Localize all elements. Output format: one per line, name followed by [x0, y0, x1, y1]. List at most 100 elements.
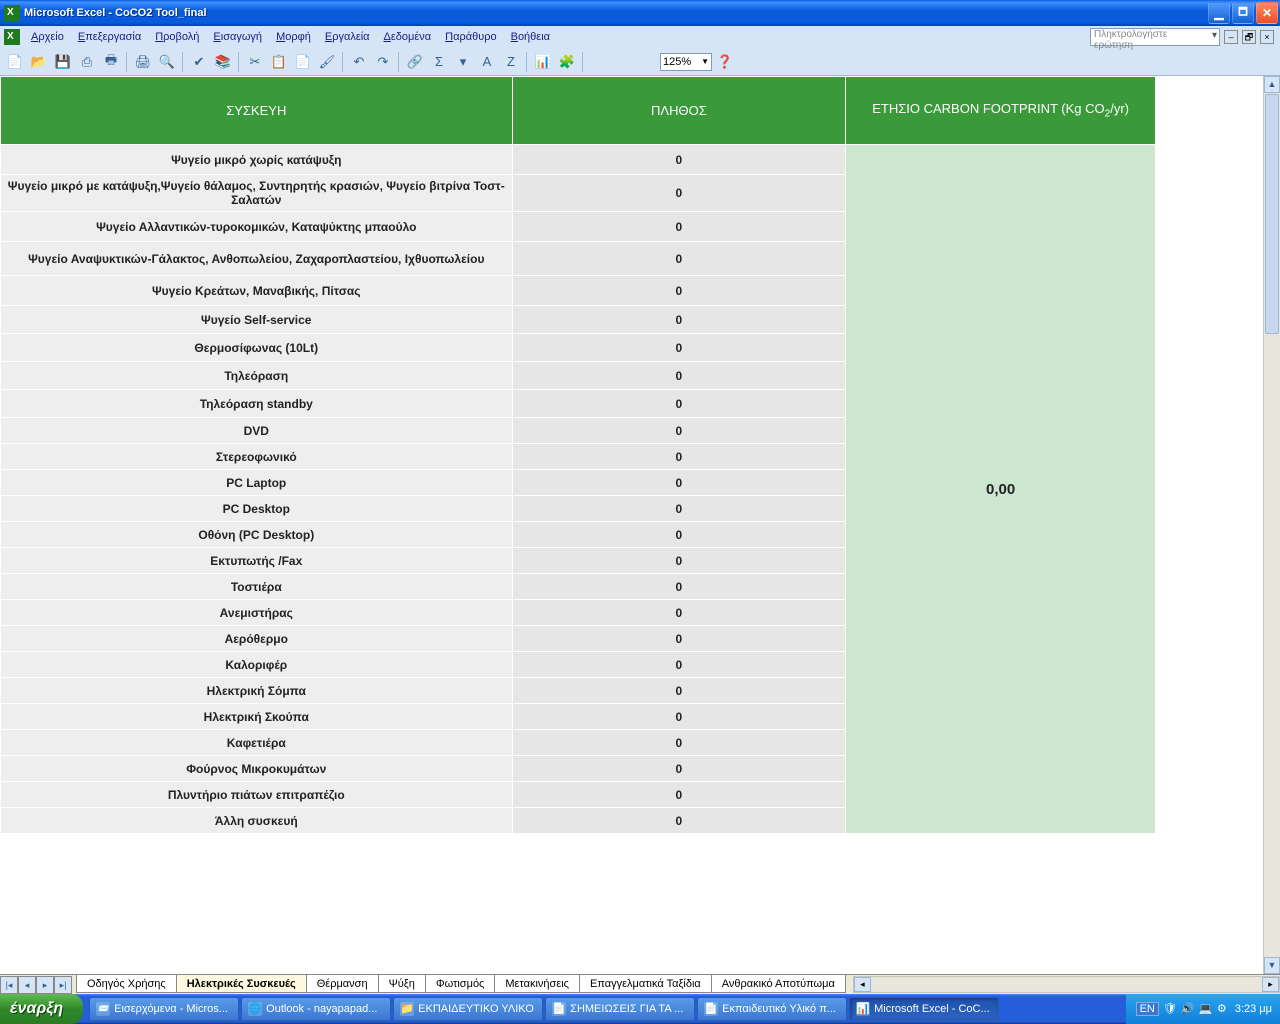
menu-παράθυρο[interactable]: Παράθυρο [438, 31, 503, 43]
device-cell[interactable]: Ηλεκτρική Σκούπα [1, 704, 513, 730]
tray-clock[interactable]: 3:23 μμ [1235, 1003, 1272, 1015]
toolbar-button[interactable]: ✔ [188, 51, 210, 73]
qty-cell[interactable]: 0 [512, 704, 846, 730]
toolbar-button[interactable]: ↷ [372, 51, 394, 73]
close-button[interactable] [1256, 2, 1278, 24]
menu-δεδομένα[interactable]: Δεδομένα [377, 31, 439, 43]
toolbar-button[interactable]: 🔗 [404, 51, 426, 73]
qty-cell[interactable]: 0 [512, 470, 846, 496]
toolbar-button[interactable]: 📋 [268, 51, 290, 73]
maximize-button[interactable] [1232, 2, 1254, 24]
toolbar-button[interactable]: 📄 [292, 51, 314, 73]
taskbar-task[interactable]: 📁ΕΚΠΑΙΔΕΥΤΙΚΟ ΥΛΙΚΟ [393, 997, 543, 1021]
qty-cell[interactable]: 0 [512, 678, 846, 704]
qty-cell[interactable]: 0 [512, 390, 846, 418]
menu-μορφή[interactable]: Μορφή [269, 31, 318, 43]
toolbar-button[interactable]: ❓ [714, 51, 736, 73]
toolbar-button[interactable]: 📂 [28, 51, 50, 73]
toolbar-button[interactable]: A [476, 51, 498, 73]
tray-icon[interactable]: 🔊 [1181, 1002, 1195, 1016]
device-cell[interactable]: Τηλεόραση [1, 362, 513, 390]
taskbar-task[interactable]: 📨Εισερχόμενα - Micros... [89, 997, 239, 1021]
tab-first-button[interactable]: |◂ [0, 976, 18, 994]
menu-εργαλεία[interactable]: Εργαλεία [318, 31, 377, 43]
sheet-tab[interactable]: Θέρμανση [306, 975, 379, 993]
toolbar-button[interactable]: 📄 [4, 51, 26, 73]
mdi-minimize-button[interactable]: – [1224, 30, 1238, 44]
device-cell[interactable]: Καφετιέρα [1, 730, 513, 756]
qty-cell[interactable]: 0 [512, 808, 846, 834]
device-cell[interactable]: Ψυγείο Αναψυκτικών-Γάλακτος, Ανθοπωλείου… [1, 242, 513, 276]
device-cell[interactable]: Ψυγείο μικρό με κατάψυξη,Ψυγείο θάλαμος,… [1, 175, 513, 212]
mdi-restore-button[interactable]: 🗗 [1242, 30, 1256, 44]
menu-εισαγωγή[interactable]: Εισαγωγή [206, 31, 269, 43]
menu-αρχείο[interactable]: Αρχείο [24, 31, 71, 43]
help-search-box[interactable]: Πληκτρολογήστε ερώτηση [1090, 28, 1220, 46]
qty-cell[interactable]: 0 [512, 522, 846, 548]
qty-cell[interactable]: 0 [512, 626, 846, 652]
hscroll-right-button[interactable]: ▸ [1262, 977, 1279, 992]
device-cell[interactable]: Ψυγείο Self-service [1, 306, 513, 334]
qty-cell[interactable]: 0 [512, 145, 846, 175]
qty-cell[interactable]: 0 [512, 362, 846, 390]
device-cell[interactable]: Θερμοσίφωνας (10Lt) [1, 334, 513, 362]
qty-cell[interactable]: 0 [512, 175, 846, 212]
hscroll-left-button[interactable]: ◂ [854, 977, 871, 992]
toolbar-button[interactable] [636, 51, 658, 73]
device-cell[interactable]: Αερόθερμο [1, 626, 513, 652]
vertical-scrollbar[interactable]: ▲ ▼ [1263, 76, 1280, 974]
qty-cell[interactable]: 0 [512, 548, 846, 574]
tab-prev-button[interactable]: ◂ [18, 976, 36, 994]
sheet-tab[interactable]: Ηλεκτρικές Συσκευές [176, 975, 307, 993]
device-cell[interactable]: Ψυγείο μικρό χωρίς κατάψυξη [1, 145, 513, 175]
toolbar-button[interactable]: ⎙ [76, 51, 98, 73]
mdi-close-button[interactable]: × [1260, 30, 1274, 44]
sheet-tab[interactable]: Οδηγός Χρήσης [76, 975, 177, 993]
device-cell[interactable]: Άλλη συσκευή [1, 808, 513, 834]
device-cell[interactable]: Φούρνος Μικροκυμάτων [1, 756, 513, 782]
device-cell[interactable]: PC Desktop [1, 496, 513, 522]
qty-cell[interactable]: 0 [512, 212, 846, 242]
tab-last-button[interactable]: ▸| [54, 976, 72, 994]
device-cell[interactable]: PC Laptop [1, 470, 513, 496]
toolbar-button[interactable]: ✂ [244, 51, 266, 73]
device-cell[interactable]: Καλοριφέρ [1, 652, 513, 678]
qty-cell[interactable]: 0 [512, 496, 846, 522]
qty-cell[interactable]: 0 [512, 730, 846, 756]
horizontal-scrollbar[interactable]: ◂ ▸ [853, 976, 1280, 993]
zoom-combo[interactable]: 125%▼ [660, 53, 712, 71]
scroll-down-button[interactable]: ▼ [1264, 957, 1280, 974]
toolbar-button[interactable]: Z [500, 51, 522, 73]
qty-cell[interactable]: 0 [512, 444, 846, 470]
toolbar-button[interactable]: 💾 [52, 51, 74, 73]
toolbar-button[interactable]: 📚 [212, 51, 234, 73]
minimize-button[interactable] [1208, 2, 1230, 24]
device-cell[interactable]: Πλυντήριο πιάτων επιτραπέζιο [1, 782, 513, 808]
language-indicator[interactable]: EN [1136, 1002, 1159, 1016]
device-cell[interactable]: Τοστιέρα [1, 574, 513, 600]
device-cell[interactable]: Ηλεκτρική Σόμπα [1, 678, 513, 704]
toolbar-button[interactable]: Σ [428, 51, 450, 73]
toolbar-button[interactable]: 🖨 [132, 51, 154, 73]
sheet-tab[interactable]: Φωτισμός [425, 975, 496, 993]
sheet-tab[interactable]: Επαγγελματικά Ταξίδια [579, 975, 712, 993]
qty-cell[interactable]: 0 [512, 574, 846, 600]
tray-icon[interactable]: 💻 [1199, 1002, 1213, 1016]
qty-cell[interactable]: 0 [512, 600, 846, 626]
qty-cell[interactable]: 0 [512, 756, 846, 782]
toolbar-button[interactable] [588, 51, 610, 73]
qty-cell[interactable]: 0 [512, 418, 846, 444]
qty-cell[interactable]: 0 [512, 782, 846, 808]
scroll-up-button[interactable]: ▲ [1264, 76, 1280, 93]
sheet-tab[interactable]: Ανθρακικό Αποτύπωμα [711, 975, 846, 993]
sheet-tab[interactable]: Ψύξη [378, 975, 426, 993]
device-cell[interactable]: Εκτυπωτής /Fax [1, 548, 513, 574]
toolbar-button[interactable]: 🖌 [316, 51, 338, 73]
menu-βοήθεια[interactable]: Βοήθεια [504, 31, 557, 43]
toolbar-button[interactable] [612, 51, 634, 73]
device-cell[interactable]: Τηλεόραση standby [1, 390, 513, 418]
device-cell[interactable]: Οθόνη (PC Desktop) [1, 522, 513, 548]
qty-cell[interactable]: 0 [512, 334, 846, 362]
toolbar-button[interactable]: 📊 [532, 51, 554, 73]
qty-cell[interactable]: 0 [512, 276, 846, 306]
